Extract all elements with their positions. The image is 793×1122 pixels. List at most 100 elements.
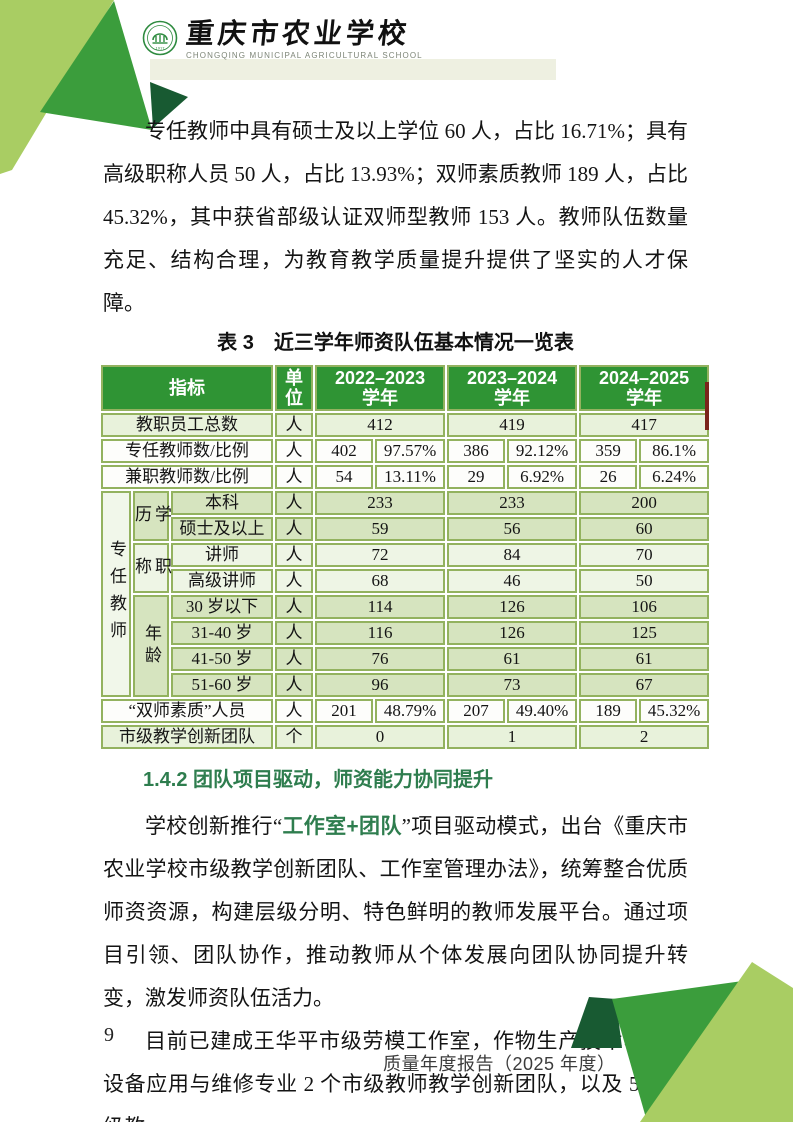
value-merged: 70 <box>579 543 710 567</box>
row-label: 31-40 岁 <box>171 621 274 645</box>
table-row: 教职员工总数人 412 419 417 <box>101 413 710 437</box>
section-heading-142: 1.4.2 团队项目驱动，师资能力协同提升 <box>143 769 494 791</box>
paragraph-team-project: 学校创新推行“工作室+团队”项目驱动模式，出台《重庆市农业学校市级教学创新团队、… <box>103 805 688 1020</box>
row-label: 教职员工总数 <box>101 413 274 437</box>
year-range: 2022–2023 <box>334 368 426 388</box>
value-count: 359 <box>579 439 638 463</box>
value-merged: 114 <box>315 595 446 619</box>
value-percent: 97.57% <box>375 439 446 463</box>
value-count: 189 <box>579 699 638 723</box>
row-group-label: 专任教师 <box>101 491 131 697</box>
value-count: 201 <box>315 699 374 723</box>
value-merged: 59 <box>315 517 446 541</box>
value-merged: 116 <box>315 621 446 645</box>
value-count: 26 <box>579 465 638 489</box>
paragraph-staff-stats: 专任教师中具有硕士及以上学位 60 人，占比 16.71%；具有高级职称人员 5… <box>103 119 688 315</box>
value-percent: 6.24% <box>639 465 710 489</box>
header-cell-year: 2022–2023 学年 <box>315 365 446 411</box>
row-label: 讲师 <box>171 543 274 567</box>
year-range: 2024–2025 <box>599 368 690 388</box>
school-logo: 1917 重庆市农业学校 CHONGQING MUNICIPAL AGRICUL… <box>142 19 423 60</box>
row-label: 本科 <box>171 491 274 515</box>
header-cell-year: 2024–2025 学年 <box>579 365 710 411</box>
value-merged: 68 <box>315 569 446 593</box>
row-unit: 人 <box>275 439 314 463</box>
value-percent: 48.79% <box>375 699 446 723</box>
value-merged: 412 <box>315 413 446 437</box>
school-name-block: 重庆市农业学校 CHONGQING MUNICIPAL AGRICULTURAL… <box>184 19 423 60</box>
table-row: 兼职教师数/比例人 54 13.11% 29 6.92% 26 6.24% <box>101 465 710 489</box>
value-merged: 126 <box>447 621 578 645</box>
page-content: 专任教师中具有硕士及以上学位 60 人，占比 16.71%；具有高级职称人员 5… <box>101 110 710 1122</box>
page-number: 9 <box>104 1024 114 1046</box>
value-count: 29 <box>447 465 506 489</box>
year-label: 学年 <box>626 388 663 408</box>
value-merged: 1 <box>447 725 578 749</box>
highlight-workshop-team: 工作室+团队 <box>282 815 402 838</box>
table-header-row: 指标 单位 2022–2023 学年 2023–2024 学年 2024–2025 学年 <box>101 365 710 411</box>
value-merged: 50 <box>579 569 710 593</box>
value-count: 54 <box>315 465 374 489</box>
table-row: 硕士及以上人 59 56 60 <box>101 517 710 541</box>
row-subgroup-label: 学历 <box>132 491 171 541</box>
row-unit: 人 <box>275 569 314 593</box>
row-label: 高级讲师 <box>171 569 274 593</box>
table-row: 41-50 岁人 76 61 61 <box>101 647 710 671</box>
value-merged: 125 <box>579 621 710 645</box>
value-merged: 106 <box>579 595 710 619</box>
value-merged: 61 <box>579 647 710 671</box>
value-merged: 2 <box>579 725 710 749</box>
value-merged: 417 <box>579 413 710 437</box>
row-label: 专任教师数/比例 <box>101 439 274 463</box>
row-unit: 人 <box>275 595 314 619</box>
value-percent: 86.1% <box>639 439 710 463</box>
row-unit: 人 <box>275 465 314 489</box>
svg-text:1917: 1917 <box>156 46 166 51</box>
row-unit: 人 <box>275 621 314 645</box>
table-row: 年龄 30 岁以下人 114 126 106 <box>101 595 710 697</box>
value-count: 386 <box>447 439 506 463</box>
table-row: 职称 讲师人 72 84 70 <box>101 543 710 593</box>
row-unit: 人 <box>275 413 314 437</box>
staff-table: 指标 单位 2022–2023 学年 2023–2024 学年 2024–2025 学年 教职员… <box>99 363 711 751</box>
row-subgroup-label: 职称 <box>132 543 171 593</box>
value-merged: 200 <box>579 491 710 515</box>
value-merged: 46 <box>447 569 578 593</box>
value-merged: 56 <box>447 517 578 541</box>
table-caption: 表 3 近三学年师资队伍基本情况一览表 <box>217 332 574 354</box>
value-percent: 45.32% <box>639 699 710 723</box>
row-unit: 人 <box>275 647 314 671</box>
row-subgroup-label: 年龄 <box>133 595 169 697</box>
year-label: 学年 <box>494 388 531 408</box>
row-unit: 人 <box>275 491 314 515</box>
footer-report-title: 质量年度报告（2025 年度） <box>383 1054 616 1074</box>
value-merged: 419 <box>447 413 578 437</box>
paragraph-team-project-suffix: ”项目驱动模式，出台《重庆市农业学校市级教学创新团队、工作室管理办法》，统筹整合… <box>103 814 688 1010</box>
value-percent: 49.40% <box>507 699 578 723</box>
lime-triangle <box>0 0 114 174</box>
value-merged: 67 <box>579 673 710 697</box>
value-merged: 73 <box>447 673 578 697</box>
paragraph-team-project-prefix: 学校创新推行“ <box>145 814 283 838</box>
school-name-en: CHONGQING MUNICIPAL AGRICULTURAL SCHOOL <box>186 51 423 60</box>
table-row: 专任教师数/比例人 402 97.57% 386 92.12% 359 86.1% <box>101 439 710 463</box>
table-row: 市级教学创新团队个 0 1 2 <box>101 725 710 749</box>
school-seal-icon: 1917 <box>142 20 178 56</box>
year-label: 学年 <box>362 388 399 408</box>
row-unit: 人 <box>275 673 314 697</box>
row-unit: 人 <box>275 517 314 541</box>
value-merged: 84 <box>447 543 578 567</box>
table-row: 51-60 岁人 96 73 67 <box>101 673 710 697</box>
paragraph-achievements: 目前已建成王华平市级劳模工作室，作物生产技术、农机设备应用与维修专业 2 个市级… <box>103 1029 688 1122</box>
table-row: 高级讲师人 68 46 50 <box>101 569 710 593</box>
value-percent: 13.11% <box>375 465 446 489</box>
row-label: 硕士及以上 <box>171 517 274 541</box>
table-row: “双师素质”人员人 201 48.79% 207 49.40% 189 45.32% <box>101 699 710 723</box>
row-label: 41-50 岁 <box>171 647 274 671</box>
header-accent-bar <box>150 59 556 80</box>
value-merged: 233 <box>447 491 578 515</box>
table-row: 专任教师 学历 本科人 233 233 200 <box>101 491 710 697</box>
value-merged: 61 <box>447 647 578 671</box>
value-merged: 0 <box>315 725 446 749</box>
